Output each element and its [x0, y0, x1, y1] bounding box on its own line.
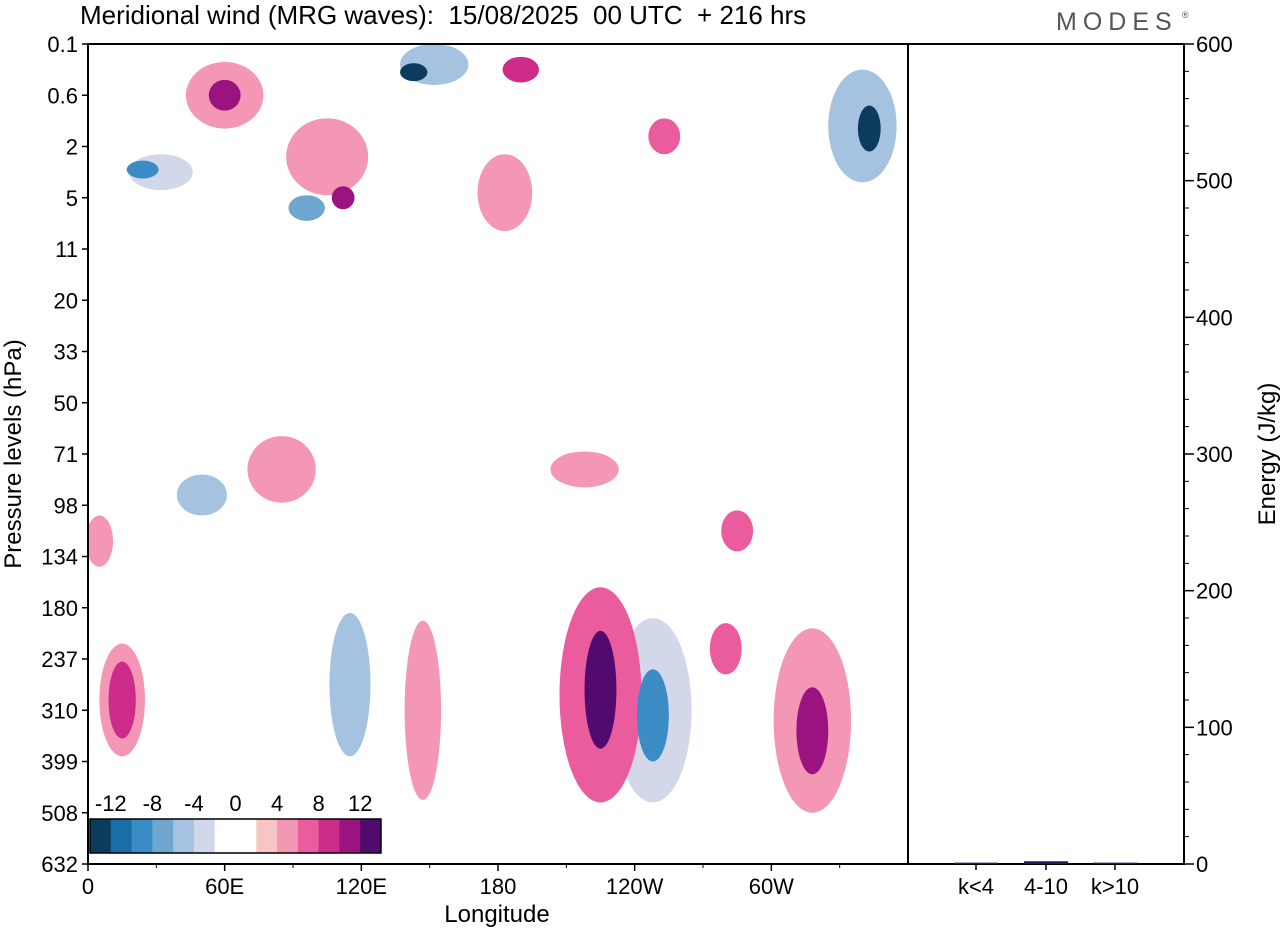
contour-blob-18	[709, 623, 742, 675]
y-tick-label: 11	[55, 237, 78, 262]
contour-blob-8	[404, 620, 442, 800]
energy-tick-label: 100	[1196, 715, 1233, 740]
colorbar-swatch	[152, 819, 174, 853]
x-tick-label: 120E	[336, 874, 387, 899]
x-tick-label: 0	[82, 874, 94, 899]
colorbar-label: -12	[95, 791, 127, 816]
colorbar-label: 4	[271, 791, 283, 816]
energy-tick-label: 500	[1196, 169, 1233, 194]
contour-blob-29	[857, 105, 881, 152]
energy-axis-title: Energy (J/kg)	[1254, 383, 1280, 526]
colorbar-label: 8	[313, 791, 325, 816]
y-tick-label: 2	[66, 135, 78, 160]
y-tick-label: 508	[41, 801, 78, 826]
y-tick-label: 310	[41, 698, 78, 723]
y-tick-label: 98	[54, 493, 78, 518]
contour-blob-22	[108, 661, 136, 739]
y-tick-label: 33	[54, 340, 78, 365]
colorbar-swatch	[360, 819, 382, 853]
contour-blob-24	[208, 79, 241, 111]
contour-blob-16	[329, 612, 371, 757]
y-tick-label: 20	[54, 288, 78, 313]
colorbar-swatch	[235, 819, 257, 853]
contour-blob-14	[648, 118, 681, 155]
contour-blob-17	[721, 510, 754, 552]
y-tick-label: 237	[41, 647, 78, 672]
colorbar-label: -4	[184, 791, 204, 816]
colorbar-swatch	[339, 819, 361, 853]
colorbar-label: -8	[143, 791, 163, 816]
y-tick-label: 180	[41, 596, 78, 621]
y-tick-label: 134	[41, 545, 78, 570]
x-tick-label: 60W	[749, 874, 794, 899]
colorbar-swatch	[277, 819, 299, 853]
energy-panel-frame	[907, 43, 1185, 865]
contour-blob-20	[288, 195, 325, 221]
colorbar-swatch	[131, 819, 153, 853]
energy-tick-label: 0	[1196, 852, 1208, 877]
contour-blob-3	[286, 118, 369, 196]
contour-blob-19	[176, 474, 227, 516]
y-tick-label: 399	[41, 750, 78, 775]
y-tick-label: 632	[41, 852, 78, 877]
x-axis-title: Longitude	[444, 901, 549, 928]
contour-blob-4	[477, 154, 533, 232]
x-tick-label: 120W	[606, 874, 664, 899]
contour-blob-10	[550, 451, 619, 488]
energy-tick-label: 200	[1196, 579, 1233, 604]
energy-category-label: k>10	[1091, 874, 1139, 899]
x-tick-label: 180	[480, 874, 517, 899]
y-tick-label: 50	[54, 391, 78, 416]
contour-blob-23	[126, 160, 159, 179]
contour-blob-27	[796, 687, 829, 775]
colorbar-swatch	[214, 819, 236, 853]
colorbar: -12 -8 -4 0 4 8 12	[89, 791, 382, 854]
energy-category-label: 4-10	[1024, 874, 1068, 899]
colorbar-swatch	[90, 819, 112, 853]
contour-blob-11	[88, 515, 114, 567]
y-tick-label: 5	[66, 186, 78, 211]
colorbar-swatch	[193, 819, 216, 853]
colorbar-swatch	[256, 819, 278, 853]
y-tick-label: 0.6	[47, 83, 78, 108]
colorbar-swatch	[318, 819, 340, 853]
colorbar-swatch	[110, 819, 133, 853]
y-tick-label: 0.1	[47, 32, 78, 57]
brand-registered-mark: ®	[1182, 10, 1189, 20]
colorbar-swatch	[297, 819, 320, 853]
energy-tick-label: 300	[1196, 442, 1233, 467]
contour-blob-30	[584, 630, 617, 749]
colorbar-label: 0	[229, 791, 241, 816]
energy-bar	[1024, 861, 1068, 864]
contour-blob-28	[400, 63, 428, 82]
energy-category-label: k<4	[958, 874, 994, 899]
energy-bar	[1093, 862, 1137, 864]
brand-logo: MODES	[1056, 8, 1178, 36]
colorbar-swatch	[173, 819, 195, 853]
colorbar-frame	[89, 818, 382, 854]
energy-bar	[954, 862, 998, 864]
contour-blob-25	[331, 186, 355, 210]
contour-blob-21	[502, 56, 539, 83]
colorbar-label: 12	[348, 791, 372, 816]
contour-blob-26	[636, 669, 669, 762]
y-axis-title: Pressure levels (hPa)	[0, 339, 27, 568]
energy-tick-label: 600	[1196, 32, 1233, 57]
x-tick-label: 60E	[205, 874, 244, 899]
chart-title: Meridional wind (MRG waves): 15/08/2025 …	[80, 0, 807, 30]
y-tick-label: 71	[54, 442, 78, 467]
contour-blob-9	[247, 436, 316, 503]
energy-tick-label: 400	[1196, 305, 1233, 330]
contour-field	[88, 44, 897, 813]
